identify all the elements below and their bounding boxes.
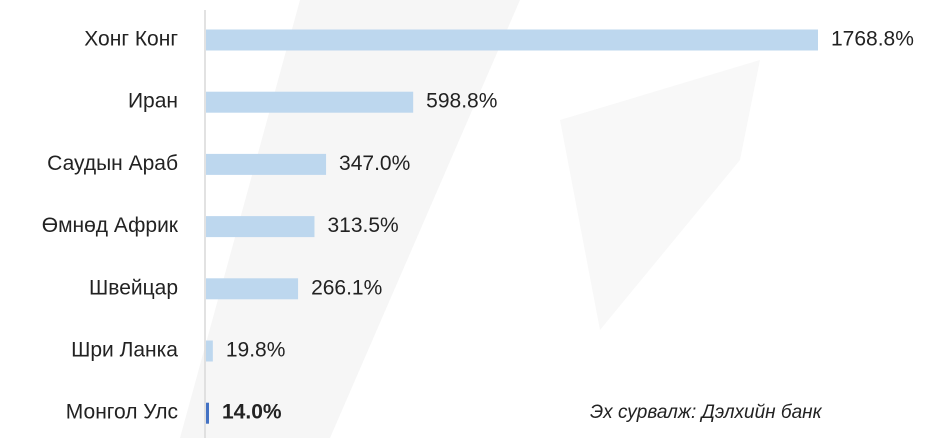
source-note: Эх сурвалж: Дэлхийн банк	[590, 402, 823, 423]
category-label: Монгол Улс	[66, 401, 178, 424]
bar	[206, 216, 315, 238]
category-label: Шри Ланка	[71, 339, 178, 362]
bar	[206, 153, 327, 175]
value-label: 19.8%	[226, 339, 286, 362]
category-label: Өмнөд Африк	[42, 214, 179, 237]
category-label: Иран	[128, 90, 178, 113]
value-label: 1768.8%	[831, 28, 914, 51]
category-label: Швейцар	[89, 276, 178, 299]
category-label: Хонг Конг	[84, 28, 178, 51]
value-label: 598.8%	[426, 90, 497, 113]
bar	[206, 29, 818, 51]
value-label: 313.5%	[327, 214, 398, 237]
value-label: 266.1%	[311, 276, 382, 299]
bar	[206, 340, 213, 362]
watermark	[560, 60, 760, 330]
watermark	[180, 0, 520, 438]
value-label: 347.0%	[339, 152, 410, 175]
bar	[206, 402, 209, 424]
category-label: Саудын Араб	[47, 152, 178, 175]
bar	[206, 91, 414, 113]
value-label: 14.0%	[222, 401, 282, 424]
bar	[206, 278, 299, 300]
